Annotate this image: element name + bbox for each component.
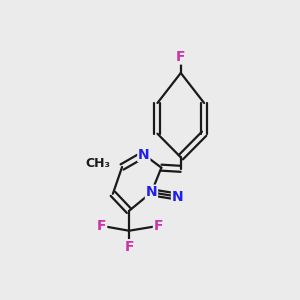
Text: F: F: [124, 240, 134, 254]
Text: F: F: [154, 219, 163, 233]
Text: F: F: [97, 219, 106, 233]
Text: F: F: [176, 50, 185, 64]
Text: CH₃: CH₃: [86, 157, 111, 170]
Text: N: N: [146, 185, 157, 200]
Text: N: N: [172, 190, 183, 203]
Text: N: N: [138, 148, 150, 161]
